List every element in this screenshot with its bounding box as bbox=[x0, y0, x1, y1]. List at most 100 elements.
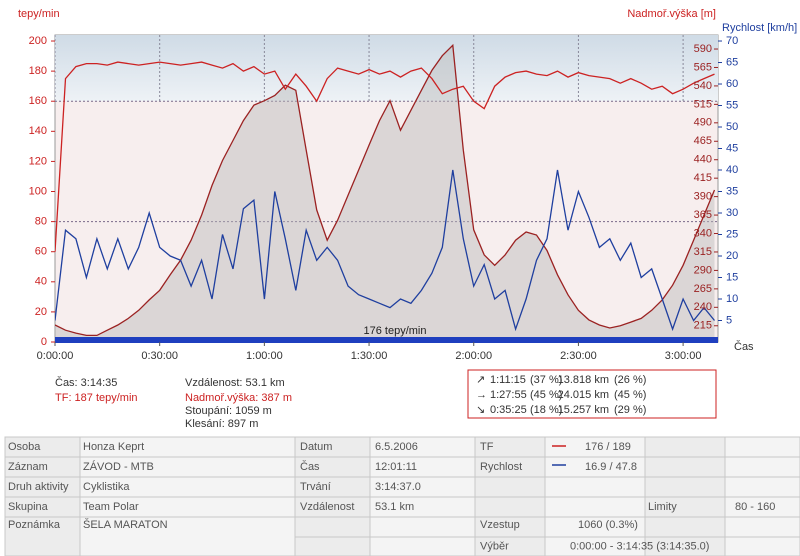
y-tick-label: 180 bbox=[29, 65, 47, 77]
y2-tick-label: 65 bbox=[726, 56, 738, 68]
table-text: Limity bbox=[648, 501, 677, 513]
y2-tick-label: 35 bbox=[726, 185, 738, 197]
y3-tick-label: 390 bbox=[694, 191, 712, 203]
split-arrow: ↗ bbox=[476, 374, 485, 386]
series-group bbox=[55, 43, 716, 342]
y3-tick-label: 540 bbox=[694, 80, 712, 92]
table-cell bbox=[369, 516, 476, 538]
splits: ↗ 1:11:15 (37 %)13.818 km (26 %)→ 1:27:55 (45… bbox=[476, 374, 646, 416]
split-distance-pct: (29 %) bbox=[614, 404, 646, 416]
y2-tick-label: 50 bbox=[726, 121, 738, 133]
x-tick-label: 2:30:00 bbox=[560, 350, 597, 362]
split-time-pct: (45 %) bbox=[530, 389, 562, 401]
y3-tick-label: 340 bbox=[694, 227, 712, 239]
line bbox=[55, 61, 715, 252]
y-tick-label: 200 bbox=[29, 35, 47, 47]
y2-tick-label: 5 bbox=[726, 314, 732, 326]
table-text: Záznam bbox=[8, 461, 48, 473]
split-time-pct: (18 %) bbox=[530, 404, 562, 416]
table-cell bbox=[79, 516, 296, 556]
table-cell bbox=[644, 476, 726, 498]
table-cell bbox=[474, 476, 546, 498]
table-text: Honza Keprt bbox=[83, 441, 144, 453]
table-text: 12:01:11 bbox=[375, 461, 417, 473]
y3-tick-label: 515 bbox=[694, 98, 712, 110]
y-tick-label: 120 bbox=[29, 155, 47, 167]
table-text: Poznámka bbox=[8, 519, 61, 531]
y-tick-label: 40 bbox=[35, 276, 47, 288]
y3-tick-label: 265 bbox=[694, 283, 712, 295]
y-tick-label: 60 bbox=[35, 246, 47, 258]
x-tick-label: 1:00:00 bbox=[246, 350, 283, 362]
y3-tick-label: 440 bbox=[694, 154, 712, 166]
table-text: 3:14:37.0 bbox=[375, 481, 421, 493]
split-time: 1:27:55 bbox=[490, 389, 527, 401]
y2-tick-label: 30 bbox=[726, 207, 738, 219]
table-cell bbox=[544, 476, 646, 498]
y-tick-label: 160 bbox=[29, 95, 47, 107]
info-table: Osoba Honza Keprt Datum 6.5.2006 TF 176 / 189… bbox=[4, 436, 800, 556]
y-tick-label: 100 bbox=[29, 185, 47, 197]
y2-tick-label: 15 bbox=[726, 271, 738, 283]
table-cell bbox=[724, 516, 800, 538]
table-text: Vzestup bbox=[480, 519, 520, 531]
split-arrow: ↘ bbox=[476, 404, 485, 416]
table-text: TF bbox=[480, 441, 494, 453]
x-tick-label: 0:00:00 bbox=[37, 350, 74, 362]
x-tick-label: 1:30:00 bbox=[351, 350, 388, 362]
table-cell bbox=[724, 476, 800, 498]
y2-tick-label: 25 bbox=[726, 228, 738, 240]
split-distance-pct: (45 %) bbox=[614, 389, 646, 401]
line bbox=[55, 169, 716, 332]
summary-descent: Klesání: 897 m bbox=[185, 418, 258, 430]
y-tick-label: 140 bbox=[29, 125, 47, 137]
table-cell bbox=[644, 436, 726, 458]
limit-band bbox=[55, 35, 718, 102]
y-axis-label: tepy/min bbox=[18, 8, 60, 20]
splits-box bbox=[467, 369, 717, 419]
x-tick-label: 3:00:00 bbox=[665, 350, 702, 362]
table-text: 53.1 km bbox=[375, 501, 414, 513]
summary-altitude: Nadmoř.výška: 387 m bbox=[185, 392, 292, 404]
y-tick-label: 0 bbox=[41, 336, 47, 348]
table-text: Osoba bbox=[8, 441, 41, 453]
table-text: Rychlost bbox=[480, 461, 522, 473]
table-text: Datum bbox=[300, 441, 332, 453]
x-tick-label: 0:30:00 bbox=[141, 350, 178, 362]
split-time: 0:35:25 bbox=[490, 404, 527, 416]
y3-tick-label: 465 bbox=[694, 135, 712, 147]
split-distance: 15.257 km bbox=[558, 404, 609, 416]
annotation: 176 tepy/min bbox=[364, 325, 427, 337]
y2-tick-label: 10 bbox=[726, 293, 738, 305]
table-cell bbox=[369, 536, 476, 556]
table-text: 16.9 / 47.8 bbox=[585, 461, 637, 473]
table-cell bbox=[724, 436, 800, 458]
line bbox=[55, 43, 716, 337]
table-text: 1060 (0.3%) bbox=[578, 519, 638, 531]
table-cell bbox=[644, 456, 726, 478]
table-text: Vzdálenost bbox=[300, 501, 354, 513]
y3-tick-label: 315 bbox=[694, 246, 712, 258]
table-text: 80 - 160 bbox=[735, 501, 775, 513]
y3-tick-label: 490 bbox=[694, 117, 712, 129]
y3-tick-label: 365 bbox=[694, 209, 712, 221]
y-tick-label: 20 bbox=[35, 306, 47, 318]
table-cell bbox=[644, 516, 726, 538]
table-text: ŠELA MARATON bbox=[83, 518, 168, 531]
table-text: Cyklistika bbox=[83, 481, 130, 493]
y2-tick-label: 20 bbox=[726, 250, 738, 262]
table-text: Team Polar bbox=[83, 501, 139, 513]
area bbox=[55, 45, 715, 342]
y3-tick-label: 590 bbox=[694, 43, 712, 55]
table-cell bbox=[544, 496, 646, 518]
y3-tick-label: 415 bbox=[694, 172, 712, 184]
split-arrow: → bbox=[476, 389, 487, 401]
y3-tick-label: 240 bbox=[694, 301, 712, 313]
y2-tick-label: 45 bbox=[726, 142, 738, 154]
table-cell bbox=[474, 496, 546, 518]
split-distance: 24.015 km bbox=[558, 389, 609, 401]
y3-axis-label: Nadmoř.výška [m] bbox=[627, 8, 716, 20]
split-distance-pct: (26 %) bbox=[614, 374, 646, 386]
table-text: 176 / 189 bbox=[585, 441, 631, 453]
